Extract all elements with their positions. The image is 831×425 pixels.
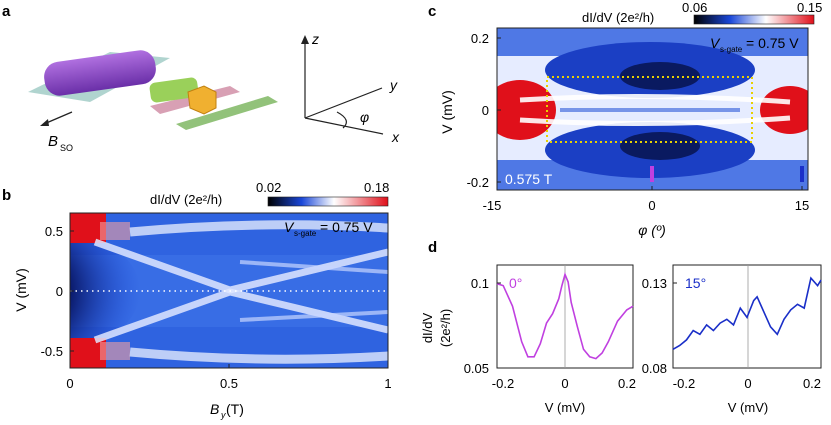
angle-label: φ (360, 109, 369, 125)
coordinate-axes (304, 40, 384, 135)
z-label: z (311, 31, 319, 47)
xtick-b-3: 1 (384, 376, 391, 391)
colorbar-min-b: 0.02 (256, 180, 281, 195)
panel-letter-d: d (428, 239, 437, 256)
xlabel-d-right: V (mV) (728, 400, 768, 415)
x-label: x (391, 129, 400, 145)
trace-label-0deg: 0° (509, 275, 522, 291)
xtick-c-3: 15 (795, 198, 809, 213)
z-arrowhead (301, 35, 309, 44)
xtick-d-right-3: 0.2 (803, 376, 821, 391)
gate-value-b: = 0.75 V (320, 219, 373, 235)
xlabel-b-sub: y (220, 410, 226, 420)
trace-label-15deg: 15° (685, 275, 706, 291)
nanowire-segment (149, 77, 199, 103)
ytick-c-2: 0 (482, 103, 489, 118)
xlabel-b-unit: (T) (226, 401, 244, 417)
marker-15deg (800, 166, 804, 182)
panel-d: d dI/dV (2e²/h) 0° 0.1 0.05 -0.2 0 0.2 V… (420, 239, 822, 415)
x-axis (304, 117, 384, 135)
xlabel-d-left: V (mV) (545, 400, 585, 415)
frame-d-right (672, 264, 822, 369)
colorbar-b (267, 196, 389, 207)
x-axis-c: -15 0 15 φ (º) (483, 186, 809, 238)
gate-label-b: V (284, 219, 295, 235)
gate-sub-c: s-gate (720, 45, 743, 54)
xtick-b-2: 0.5 (220, 376, 238, 391)
colorbar-min-c: 0.06 (682, 0, 707, 15)
colorbar-max-b: 0.18 (364, 180, 389, 195)
trace-0deg (496, 271, 634, 360)
xtick-c-2: 0 (648, 198, 655, 213)
field-arrowhead (40, 119, 49, 126)
ytick-c-1: 0.2 (471, 31, 489, 46)
gate-green (176, 96, 278, 130)
trace-15deg (672, 276, 822, 350)
xtick-b-1: 0 (66, 376, 73, 391)
gate-sub-b: s-gate (294, 229, 317, 238)
y-axis (304, 87, 383, 119)
ytick-d-left-2: 0.05 (464, 361, 489, 376)
y-axis-b: 0.5 0 -0.5 V (mV) (13, 224, 74, 359)
colorbar-c (693, 14, 815, 25)
y-axis-c: 0.2 0 -0.2 V (mV) (439, 31, 501, 190)
heatmap-b (70, 213, 388, 368)
xtick-d-left-2: 0 (561, 376, 568, 391)
panel-b: b dI/dV (2e²/h) 0.02 0.18 V s-gate = 0.7… (2, 180, 392, 420)
panel-c: c dI/dV (2e²/h) 0.06 0.15 V s-gate = 0.7… (428, 0, 822, 238)
colorbar-title-b: dI/dV (2e²/h) (150, 192, 222, 207)
field-label: B (48, 133, 58, 150)
ylabel-d-line1: dI/dV (420, 312, 435, 343)
panel-letter-a: a (2, 3, 11, 20)
x-axis-b: 0 0.5 1 B y (T) (66, 364, 392, 420)
panel-a: a B SO z y x φ (2, 3, 400, 153)
field-label-sub: SO (60, 143, 73, 153)
gate-value-c: = 0.75 V (746, 35, 799, 51)
field-note-c: 0.575 T (505, 171, 553, 187)
ytick-b-3: -0.5 (41, 344, 63, 359)
device-illustration: B SO (28, 50, 278, 153)
ytick-d-left-1: 0.1 (471, 276, 489, 291)
subplot-15deg: 15° 0.13 0.08 -0.2 0 0.2 V (mV) (642, 264, 822, 415)
xtick-d-right-2: 0 (744, 376, 751, 391)
ylabel-d-line2: (2e²/h) (438, 309, 453, 347)
subplot-0deg: 0° 0.1 0.05 -0.2 0 0.2 V (mV) (464, 264, 636, 415)
nanowire-end-facet (187, 85, 217, 115)
nanowire-shell (44, 50, 156, 96)
y-label: y (389, 77, 398, 93)
ytick-d-right-2: 0.08 (642, 361, 667, 376)
ytick-b-2: 0 (56, 284, 63, 299)
xtick-d-left-1: -0.2 (492, 376, 514, 391)
colorbar-max-c: 0.15 (797, 0, 822, 15)
xlabel-b: B (210, 401, 219, 417)
gate-label-c: V (710, 35, 721, 51)
ytick-d-right-1: 0.13 (642, 276, 667, 291)
xtick-d-right-1: -0.2 (673, 376, 695, 391)
angle-arc (336, 111, 347, 129)
ytick-c-3: -0.2 (467, 175, 489, 190)
xtick-c-1: -15 (483, 198, 502, 213)
marker-0deg (650, 166, 654, 182)
xtick-d-left-3: 0.2 (618, 376, 636, 391)
ylabel-b: V (mV) (13, 268, 29, 312)
colorbar-title-c: dI/dV (2e²/h) (582, 10, 654, 25)
panel-letter-b: b (2, 187, 11, 204)
field-arrow (43, 111, 73, 125)
ytick-b-1: 0.5 (45, 224, 63, 239)
ylabel-c: V (mV) (439, 90, 455, 134)
panel-letter-c: c (428, 3, 436, 20)
heatmap-c (497, 28, 808, 190)
xlabel-c: φ (º) (638, 222, 665, 238)
